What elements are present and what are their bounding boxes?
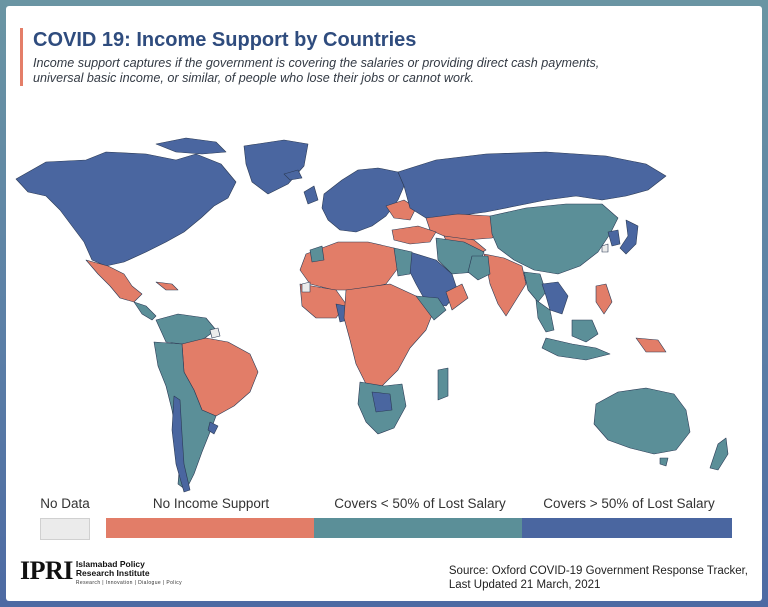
region-thailand-malaysia: [535, 299, 555, 333]
region-new-zealand: [709, 437, 729, 471]
legend-swatch-over-50: [522, 518, 732, 538]
region-andes: [153, 341, 217, 491]
legend-label-no-support: No Income Support: [152, 496, 270, 511]
region-egypt: [393, 247, 413, 277]
logo-tagline: Research | Innovation | Dialogue | Polic…: [75, 580, 183, 586]
region-botswana: [371, 391, 393, 413]
region-no-data-western-sahara: [301, 281, 311, 293]
page-title: COVID 19: Income Support by Countries: [33, 29, 417, 51]
logo-name-line-1: Islamabad Policy: [75, 559, 145, 569]
region-no-data-east: [601, 243, 609, 253]
region-north-america: [15, 151, 237, 267]
region-yemen-oman: [445, 283, 469, 311]
region-australia: [593, 387, 691, 455]
legend-label-under-50: Covers < 50% of Lost Salary: [334, 496, 506, 511]
region-morocco: [309, 245, 325, 263]
region-indochina: [541, 281, 569, 315]
legend-swatch-no-data: [40, 518, 90, 540]
region-arabia: [407, 251, 459, 307]
region-belarus-ukraine: [385, 199, 417, 221]
logo-name-line-2: Research Institute: [75, 568, 150, 578]
header: COVID 19: Income Support by Countries In…: [20, 28, 733, 86]
region-horn: [415, 295, 447, 321]
legend-label-no-data: No Data: [40, 496, 90, 511]
region-greenland: [243, 139, 309, 195]
legend-swatch-under-50: [314, 518, 522, 538]
page-subtitle: Income support captures if the governmen…: [33, 56, 600, 85]
region-tasmania: [659, 457, 669, 467]
region-png: [635, 337, 667, 353]
region-pakistan: [467, 255, 491, 281]
region-central-america: [133, 301, 157, 321]
source-note: Source: Oxford COVID-19 Government Respo…: [449, 564, 748, 592]
world-map: [15, 137, 729, 493]
infographic-card: COVID 19: Income Support by Countries In…: [6, 6, 762, 601]
region-turkey-caucasus: [391, 225, 437, 245]
source-line-1: Source: Oxford COVID-19 Government Respo…: [448, 565, 748, 577]
region-iceland: [283, 169, 303, 181]
logo-mark: IPRI: [20, 556, 73, 585]
region-madagascar: [437, 367, 449, 401]
region-korea: [607, 229, 621, 247]
source-line-2: Last Updated 21 March, 2021: [448, 579, 601, 591]
region-uk: [303, 185, 319, 205]
region-north-africa: [299, 241, 399, 291]
region-caribbean: [155, 281, 179, 291]
ipri-logo: IPRI Islamabad Policy Research Institute…: [20, 556, 183, 587]
legend-label-over-50: Covers > 50% of Lost Salary: [543, 496, 715, 511]
region-china: [489, 203, 619, 275]
region-mexico: [85, 259, 143, 303]
region-no-data-greenland-tip: [209, 327, 221, 339]
region-bangladesh-myanmar: [523, 271, 547, 303]
region-chile: [171, 395, 191, 493]
legend-swatch-no-support: [106, 518, 314, 538]
region-uruguay: [207, 421, 219, 435]
region-colombia-venezuela: [155, 313, 217, 345]
region-philippines: [595, 283, 613, 315]
region-west-africa: [299, 283, 347, 319]
region-borneo: [571, 319, 599, 343]
region-japan: [619, 219, 639, 255]
region-indonesia: [541, 337, 611, 361]
region-india: [483, 253, 527, 317]
region-europe: [321, 167, 405, 233]
region-arctic-islands: [155, 137, 227, 155]
